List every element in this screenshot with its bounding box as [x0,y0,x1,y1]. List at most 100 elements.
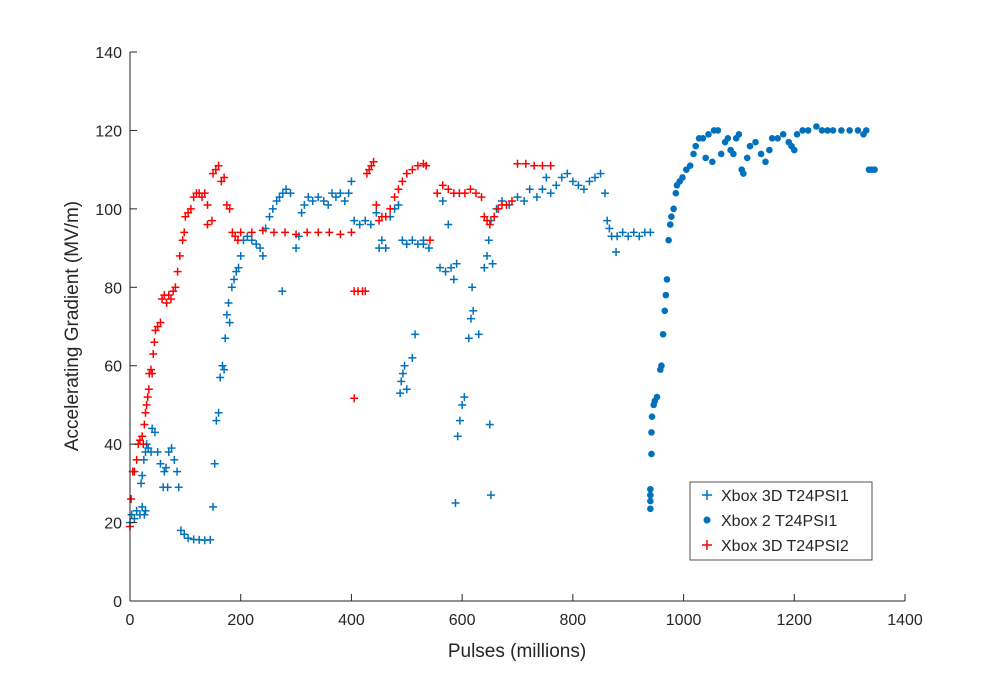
data-point [227,283,236,292]
data-point [366,220,375,229]
data-point [779,131,787,138]
y-ticks: 0 20 40 60 80 100 120 140 [95,45,137,611]
data-point [130,514,139,523]
data-point [184,534,193,543]
data-point [585,177,594,186]
data-point [221,334,230,343]
data-point [170,455,179,464]
data-point [692,142,700,150]
data-point [218,361,227,370]
data-point [148,369,157,378]
x-tick-label: 400 [338,612,365,629]
data-point [355,220,364,229]
data-point [203,200,212,209]
data-point [372,208,381,217]
series-0 [126,169,655,545]
data-point [438,181,447,190]
data-point [449,275,458,284]
data-point [212,416,221,425]
data-point [672,189,680,197]
data-point [441,267,450,276]
data-point [854,127,862,134]
data-point [269,228,278,237]
data-point [774,134,781,142]
data-point [603,216,612,225]
data-point [160,467,169,476]
data-point [220,173,229,182]
legend-box [689,481,873,561]
data-point [790,146,798,154]
data-point [494,204,503,213]
data-point [336,230,345,239]
data-point [178,236,187,245]
data-point [451,498,460,507]
x-tick-label: 600 [449,612,476,629]
data-point [663,276,671,283]
data-point [709,158,716,166]
data-point [490,212,499,221]
data-point [350,394,359,403]
data-point [230,275,239,284]
data-point [386,204,395,213]
data-point [292,230,301,239]
data-point [243,232,252,241]
data-point [153,447,162,456]
data-point [222,310,231,319]
data-point [268,204,277,213]
data-point [666,221,674,228]
data-point [247,236,256,245]
data-point [396,389,405,398]
data-point [480,263,489,272]
data-point [130,467,139,476]
data-point [444,220,453,229]
data-point [757,150,765,158]
data-point [163,483,172,492]
data-point [173,467,182,476]
data-point [314,228,323,237]
data-point [314,193,323,202]
data-point [303,228,312,237]
data-point [281,228,289,237]
data-point [659,331,667,338]
data-point [398,369,407,378]
data-point [746,142,754,150]
data-point [286,189,295,198]
data-point [137,479,146,488]
data-point [171,283,180,292]
data-point [424,244,433,253]
data-point [740,170,747,177]
x-tick-label: 1400 [887,612,923,629]
data-point [210,459,219,468]
data-point [127,495,136,504]
data-point [486,491,495,500]
data-point [173,267,182,276]
data-point [483,251,492,260]
series-1 [647,123,878,513]
data-point [502,200,511,209]
data-point [485,420,494,429]
data-point [646,228,655,237]
data-point [453,432,462,441]
x-tick-label: 800 [560,612,587,629]
data-point [665,236,672,244]
data-point [390,193,399,202]
legend-marker-xbox3d-psi1 [702,490,712,500]
data-point [653,393,661,401]
data-point [402,240,411,249]
data-point [402,385,411,394]
data-point [447,263,456,272]
data-point [532,193,541,202]
data-point [300,200,309,209]
data-point [862,127,870,134]
data-point [156,459,165,468]
data-point [605,224,614,233]
data-point [236,228,245,237]
data-point [408,353,417,362]
data-point [647,497,654,505]
data-point [256,244,265,253]
data-point [468,283,477,292]
data-point [433,189,442,198]
y-tick-label: 140 [95,45,122,62]
data-point [142,400,151,409]
data-point [265,212,274,221]
